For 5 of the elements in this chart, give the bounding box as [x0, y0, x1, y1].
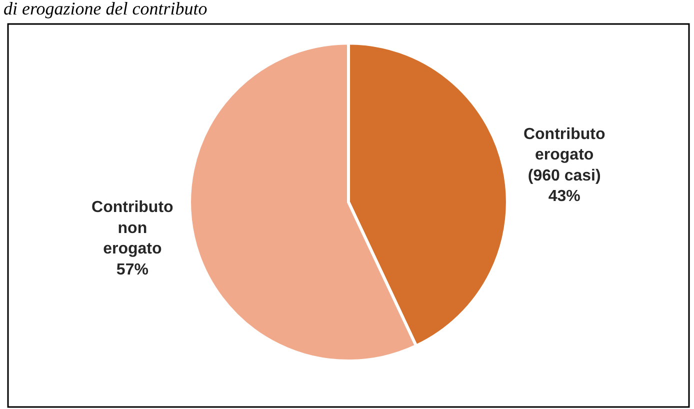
data-label: 43% [548, 188, 580, 206]
data-label: 57% [116, 261, 148, 278]
slice-label: Contributo non erogato [92, 198, 174, 258]
chart-title: di erogazione del contributo [3, 0, 208, 19]
slice-label: Contributo erogato (960 casi) [523, 126, 606, 184]
